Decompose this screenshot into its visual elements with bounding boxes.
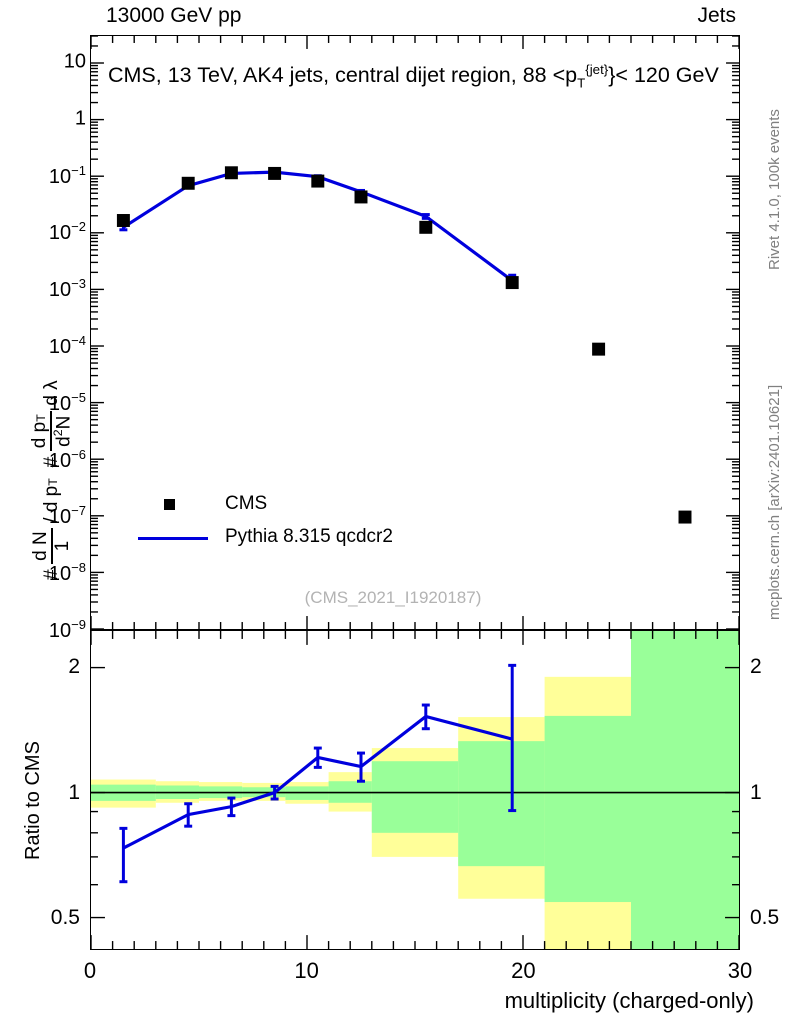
square-marker-icon xyxy=(130,488,220,521)
y-tick-label: 10−8 xyxy=(48,560,86,586)
y-tick-label: 10−4 xyxy=(48,333,86,358)
y-tick-label: 10−5 xyxy=(48,390,86,415)
title-post: }< 120 GeV xyxy=(608,63,719,88)
generator-credit-label: Rivet 4.1.0, 100k events xyxy=(766,109,783,270)
y-tick-label: 10−3 xyxy=(48,276,86,302)
plot-title: CMS, 13 TeV, AK4 jets, central dijet reg… xyxy=(108,62,719,90)
legend-label: Pythia 8.315 qcdcr2 xyxy=(225,526,393,547)
x-tick-label: 10 xyxy=(294,958,319,983)
y-tick-label: 1 xyxy=(74,107,86,130)
y-tick-label: 10−1 xyxy=(48,162,86,188)
analysis-category-label: Jets xyxy=(697,4,736,27)
legend-label: CMS xyxy=(225,493,268,514)
analysis-id-watermark: (CMS_2021_I1920187) xyxy=(304,588,482,607)
y-tick-label: 10−2 xyxy=(48,219,86,245)
ratio-y-tick-label: 1 xyxy=(68,780,80,804)
ratio-axis-title: Ratio to CMS xyxy=(22,741,44,860)
y-tick-label: 10−9 xyxy=(48,617,86,642)
title-pre: CMS, 13 TeV, AK4 jets, central dijet reg… xyxy=(108,63,578,88)
y-tick-label: 10−6 xyxy=(48,446,86,472)
main-plot-panel xyxy=(90,35,740,630)
y-tick-label: 10 xyxy=(63,50,86,73)
ratio-y-tick-label-right: 2 xyxy=(750,654,762,678)
main-y-tick-labels: 10 1 10−1 10−2 10−3 10−4 10−5 10−6 10−7 10−8 10−9 xyxy=(0,35,86,642)
ratio-plot-panel xyxy=(90,630,740,950)
ratio-y-tick-label-right: 0.5 xyxy=(750,906,780,930)
beam-energy-label: 13000 GeV pp xyxy=(106,4,242,27)
y-tick-label: 10−7 xyxy=(48,503,86,529)
ratio-y-tick-label: 2 xyxy=(68,654,80,678)
ratio-plot-canvas xyxy=(90,631,740,949)
ratio-y-tick-label: 0.5 xyxy=(50,906,80,930)
ratio-y-tick-labels: 0.5 1 2 xyxy=(0,630,86,950)
x-tick-label: 20 xyxy=(511,958,536,983)
title-sup: {jet} xyxy=(585,62,609,77)
ratio-y-tick-label-right: 1 xyxy=(750,780,762,804)
title-sub: T xyxy=(577,75,586,91)
ratio-y-tick-labels-right: 0.5 1 2 xyxy=(744,630,786,950)
x-axis-title: multiplicity (charged-only) xyxy=(504,988,754,1013)
main-plot-canvas xyxy=(90,35,740,630)
x-tick-label: 30 xyxy=(727,958,753,983)
reference-credit-label: mcplots.cern.ch [arXiv:2401.10621] xyxy=(766,384,783,620)
line-marker-icon xyxy=(130,521,220,554)
x-tick-label: 0 xyxy=(83,958,97,983)
